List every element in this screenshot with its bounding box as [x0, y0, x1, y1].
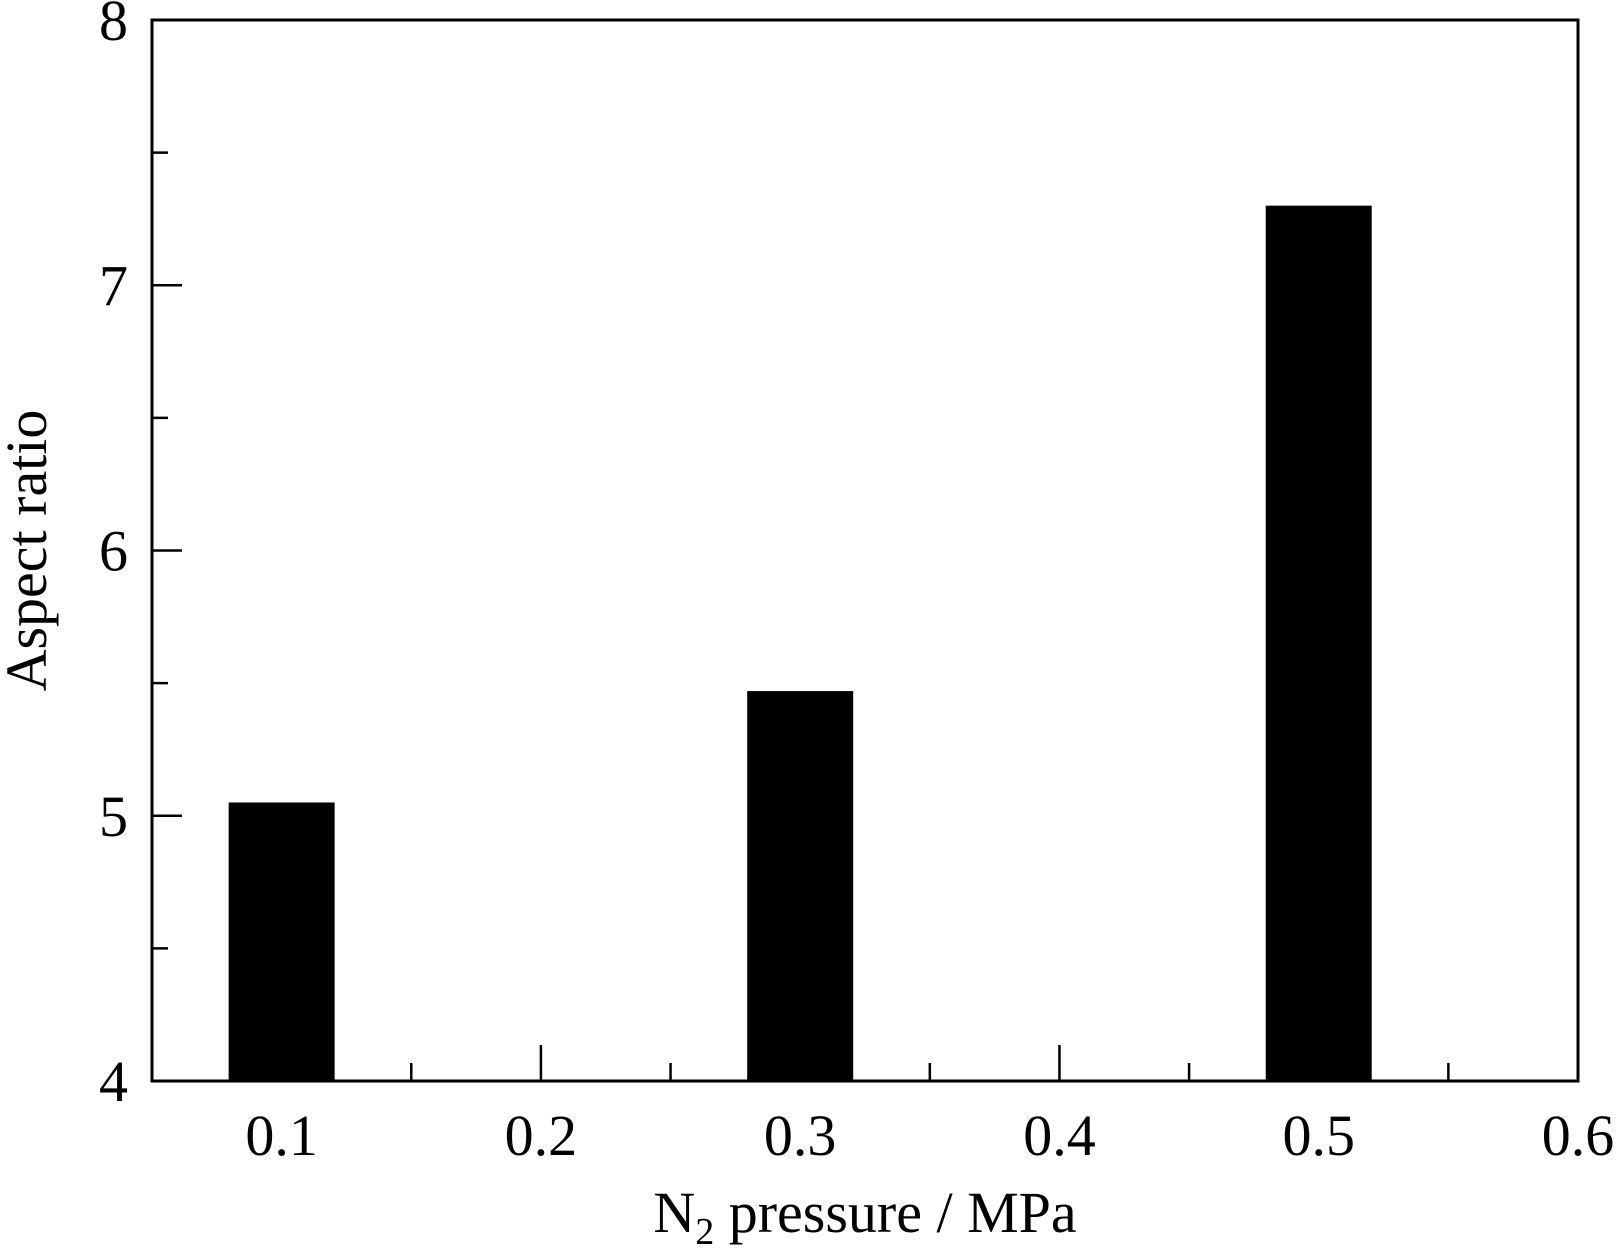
bars-layer	[228, 205, 1372, 1082]
tick-labels-layer: 0.1 0.2 0.3 0.4 0.5 0.6 4 5 6 7 8	[99, 0, 1614, 1168]
y-tick-label: 6	[99, 519, 128, 584]
x-axis-label-prefix: N	[653, 1180, 695, 1245]
x-tick-label: 0.2	[505, 1103, 578, 1168]
x-tick-label: 0.1	[245, 1103, 318, 1168]
y-tick-label: 5	[99, 784, 128, 849]
y-tick-label: 7	[99, 253, 128, 318]
y-axis-label: Aspect ratio	[0, 410, 59, 692]
bar-0	[228, 802, 335, 1081]
x-axis-label: N2 pressure / MPa	[653, 1180, 1076, 1249]
x-tick-label: 0.4	[1023, 1103, 1096, 1168]
x-tick-label: 0.5	[1282, 1103, 1355, 1168]
x-tick-label: 0.3	[764, 1103, 837, 1168]
x-tick-label: 0.6	[1542, 1103, 1615, 1168]
y-tick-label: 4	[99, 1049, 128, 1114]
x-axis-label-subscript: 2	[695, 1211, 714, 1249]
plot-frame	[150, 18, 1580, 1083]
bar-2	[1265, 205, 1372, 1082]
y-tick-label: 8	[99, 0, 128, 53]
x-axis-label-suffix: pressure / MPa	[714, 1180, 1076, 1245]
bar-1	[747, 691, 854, 1081]
